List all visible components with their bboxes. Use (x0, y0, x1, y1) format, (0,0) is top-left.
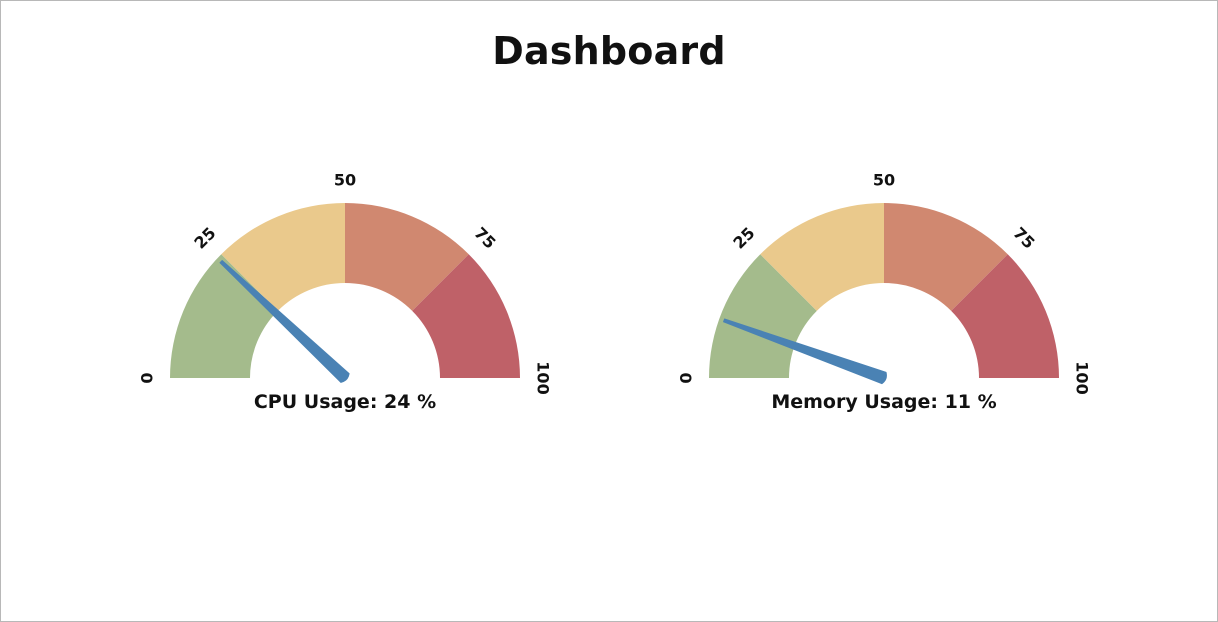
cpu-gauge-band-2 (221, 203, 345, 311)
page-title: Dashboard (492, 29, 726, 73)
memory-gauge-tick-25: 25 (729, 223, 758, 252)
cpu-gauge-tick-25: 25 (190, 223, 219, 252)
cpu-usage-caption: CPU Usage: 24 % (253, 391, 437, 413)
memory-gauge-tick-75: 75 (1009, 223, 1038, 252)
memory-usage-caption: Memory Usage: 11 % (771, 391, 997, 413)
cpu-usage-gauge: 0 25 50 75 100 CPU Usage: 24 % (135, 151, 555, 431)
cpu-gauge-band-3 (345, 203, 469, 311)
cpu-gauge-band-4 (412, 254, 520, 378)
memory-gauge-band-2 (760, 203, 884, 311)
cpu-gauge-tick-100: 100 (534, 361, 553, 394)
cpu-gauge-tick-50: 50 (334, 171, 356, 190)
memory-gauge-tick-0: 0 (677, 372, 696, 383)
memory-gauge-band-3 (884, 203, 1008, 311)
cpu-gauge-band-1 (170, 254, 278, 378)
memory-gauge-tick-100: 100 (1073, 361, 1092, 394)
memory-gauge-needle (723, 318, 887, 385)
cpu-gauge-needle (219, 260, 350, 383)
cpu-gauge-tick-75: 75 (470, 223, 499, 252)
memory-gauge-tick-50: 50 (873, 171, 895, 190)
memory-usage-gauge: 0 25 50 75 100 Memory Usage: 11 % (674, 151, 1094, 431)
memory-gauge-chart: 0 25 50 75 100 (677, 171, 1092, 395)
cpu-gauge-tick-0: 0 (138, 372, 157, 383)
memory-gauge-band-4 (951, 254, 1059, 378)
cpu-gauge-chart: 0 25 50 75 100 (138, 171, 553, 395)
